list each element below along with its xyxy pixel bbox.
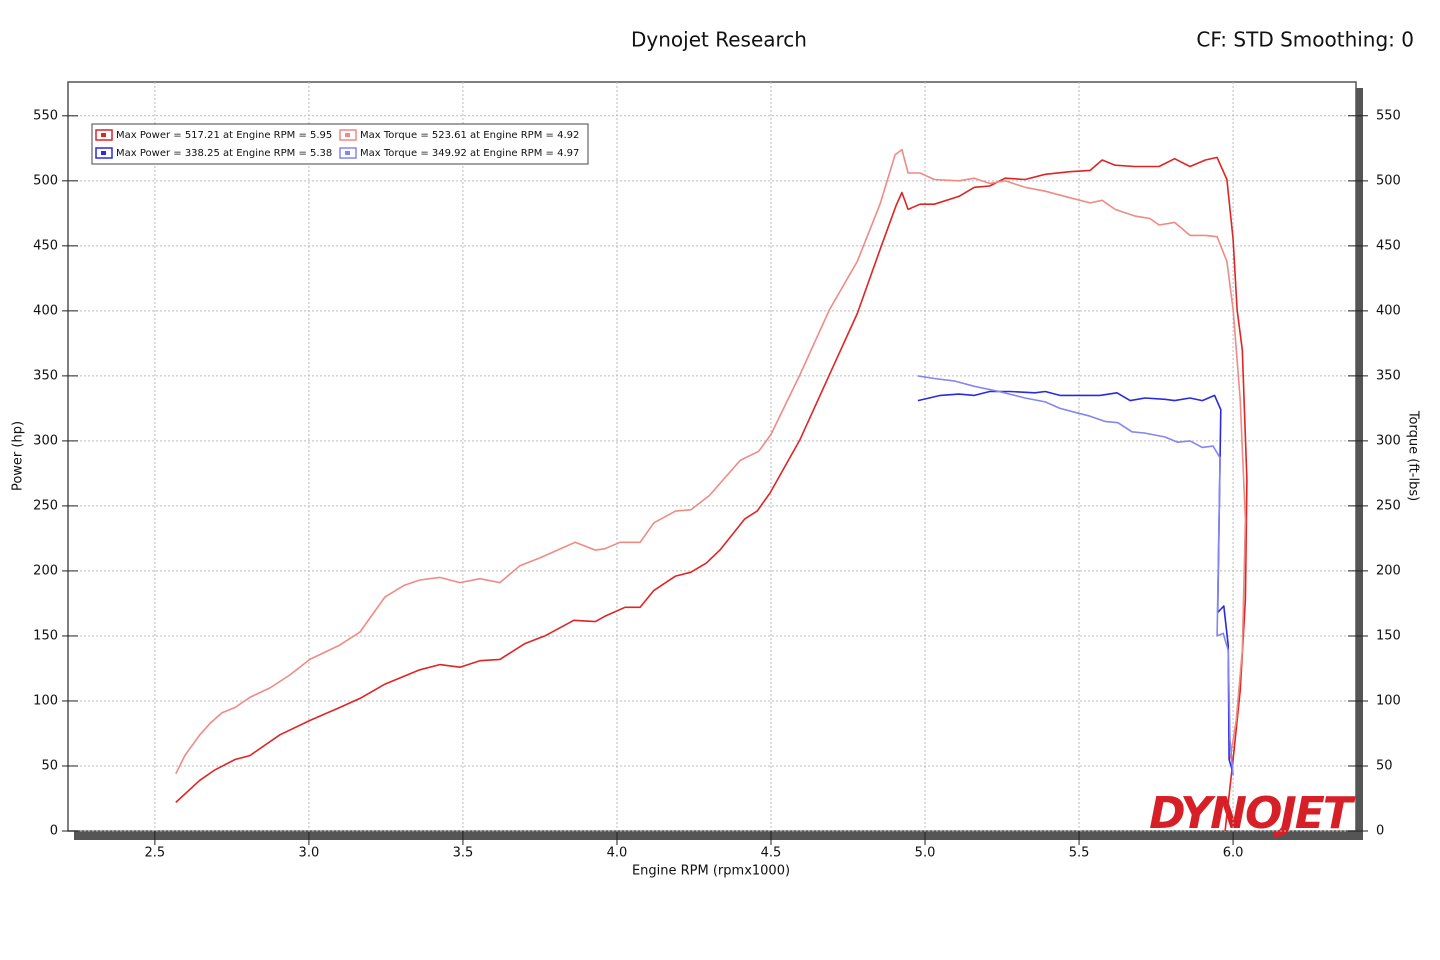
legend-swatch-dot: [101, 133, 106, 137]
data-line: [917, 375, 1234, 776]
x-tick-label: 2.5: [145, 846, 166, 861]
y2-tick-label: 200: [1376, 563, 1401, 578]
y-tick-label: 450: [33, 238, 58, 253]
data-line: [175, 156, 1248, 832]
x-tick-label: 5.5: [1069, 846, 1090, 861]
chart-title: Dynojet Research: [631, 28, 807, 52]
y-tick-label: 300: [33, 433, 58, 448]
legend-label: Max Torque = 523.61 at Engine RPM = 4.92: [360, 130, 579, 141]
y-axis-label: Power (hp): [11, 421, 26, 491]
y2-tick-label: 150: [1376, 628, 1401, 643]
y-tick-label: 200: [33, 563, 58, 578]
y-tick-label: 0: [50, 824, 58, 839]
legend-swatch-dot: [101, 151, 106, 155]
y2-tick-label: 0: [1376, 824, 1384, 839]
x-tick-label: 4.5: [761, 846, 782, 861]
y-tick-label: 250: [33, 498, 58, 513]
y2-tick-label: 400: [1376, 303, 1401, 318]
x-tick-label: 4.0: [607, 846, 628, 861]
legend-swatch-dot: [345, 133, 350, 137]
axis-shadow: [74, 831, 1363, 840]
x-axis-label: Engine RPM (rpmx1000): [632, 864, 790, 879]
axis-shadow: [1356, 88, 1363, 840]
legend-label: Max Power = 338.25 at Engine RPM = 5.38: [116, 148, 332, 159]
y2-tick-label: 500: [1376, 173, 1401, 188]
y2-tick-label: 50: [1376, 758, 1393, 773]
y-tick-label: 50: [41, 758, 58, 773]
x-tick-label: 5.0: [915, 846, 936, 861]
data-line: [175, 148, 1247, 775]
y-tick-label: 550: [33, 108, 58, 123]
y-tick-label: 100: [33, 693, 58, 708]
x-tick-label: 3.0: [299, 846, 320, 861]
y-tick-label: 150: [33, 628, 58, 643]
y2-tick-label: 250: [1376, 498, 1401, 513]
y-tick-label: 350: [33, 368, 58, 383]
legend-label: Max Torque = 349.92 at Engine RPM = 4.97: [360, 148, 579, 159]
y2-tick-label: 100: [1376, 693, 1401, 708]
y-tick-label: 500: [33, 173, 58, 188]
chart-subtitle: CF: STD Smoothing: 0: [1196, 28, 1414, 52]
y-tick-label: 400: [33, 303, 58, 318]
y2-tick-label: 550: [1376, 108, 1401, 123]
y2-tick-label: 350: [1376, 368, 1401, 383]
legend-swatch-dot: [345, 151, 350, 155]
y2-tick-label: 300: [1376, 433, 1401, 448]
x-tick-label: 3.5: [453, 846, 474, 861]
plot-frame: [67, 81, 1357, 832]
x-tick-label: 6.0: [1223, 846, 1244, 861]
legend-label: Max Power = 517.21 at Engine RPM = 5.95: [116, 130, 332, 141]
y2-tick-label: 450: [1376, 238, 1401, 253]
y2-axis-label: Torque (ft-lbs): [1406, 410, 1421, 501]
